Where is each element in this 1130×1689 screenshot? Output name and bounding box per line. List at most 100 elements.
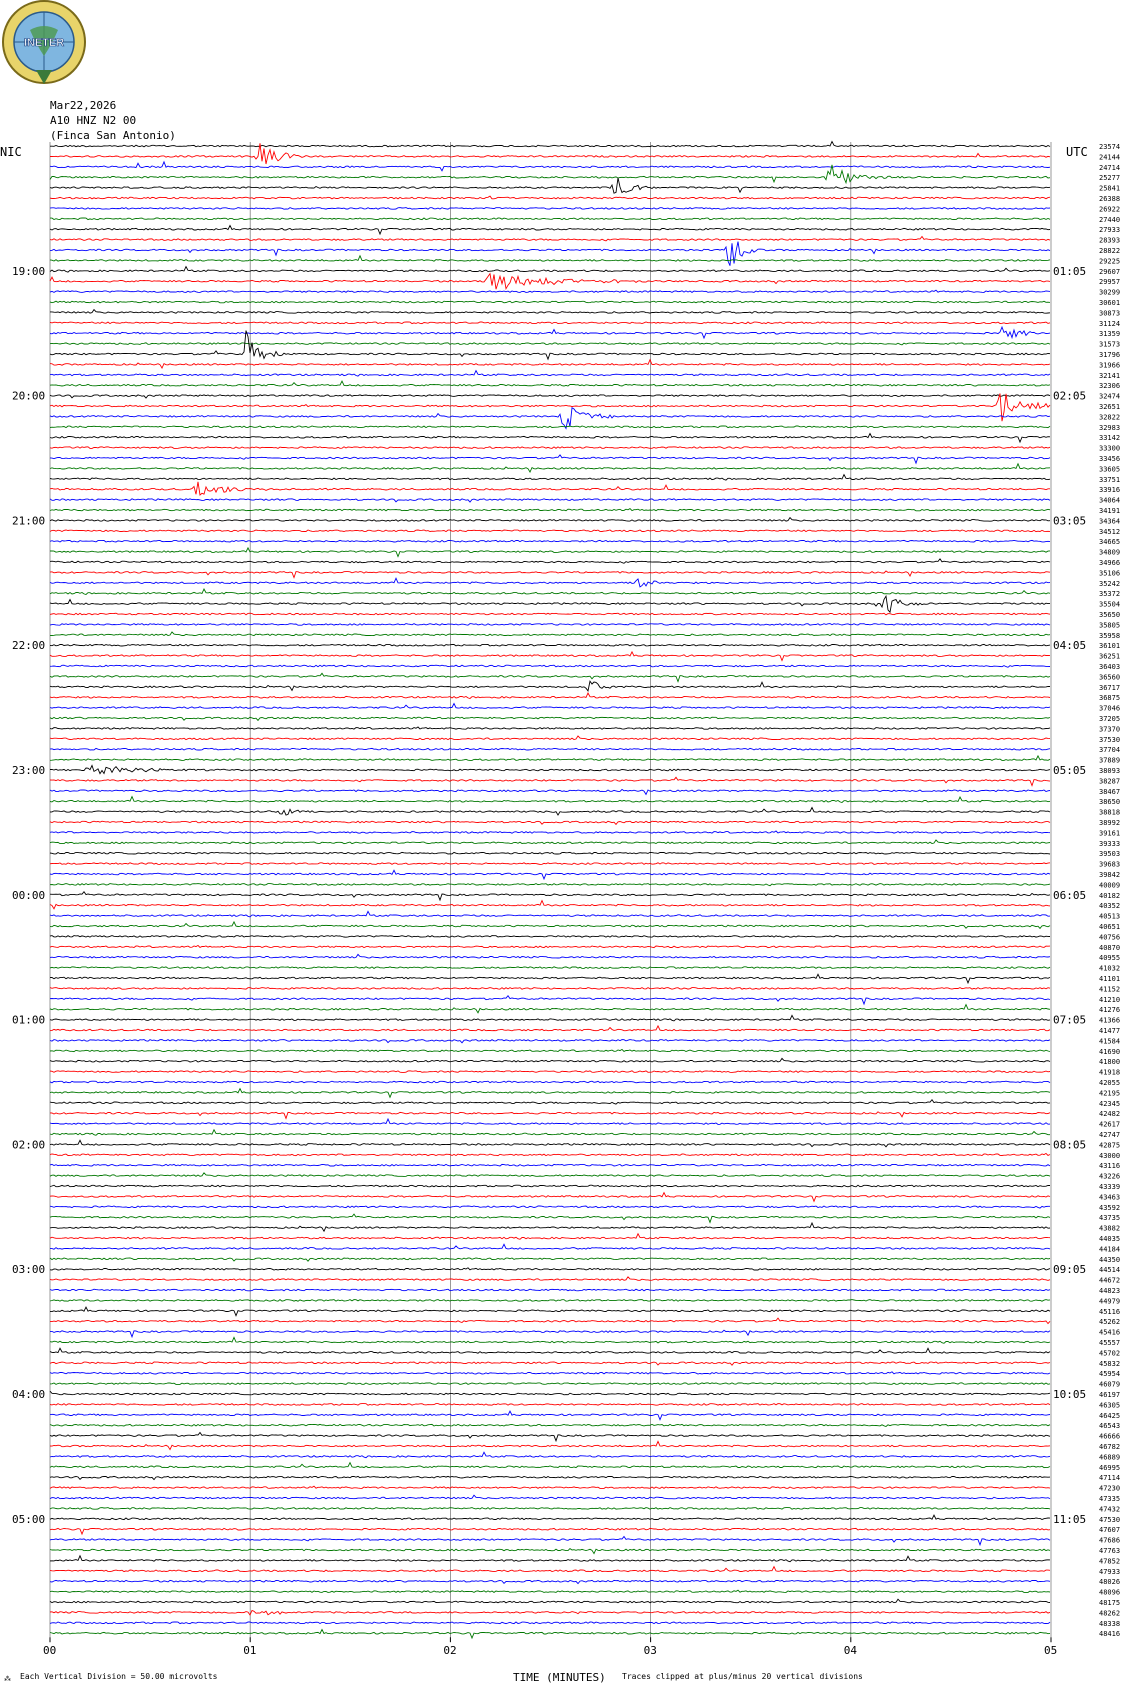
- trace-row: [49, 1184, 1050, 1188]
- trace-count-label: 33605: [1099, 465, 1120, 473]
- trace-count-label: 35504: [1099, 601, 1120, 609]
- trace-row: [49, 454, 1051, 465]
- trace-row: [50, 1306, 1051, 1317]
- trace-row: [49, 1172, 1051, 1177]
- trace-row: [49, 1579, 1051, 1585]
- footer-vertical-division: Each Vertical Division = 50.00 microvolt…: [20, 1672, 218, 1681]
- trace-row: [49, 235, 1051, 242]
- trace-row: [49, 1128, 1050, 1136]
- left-hour-label: 22:00: [12, 639, 45, 652]
- trace-row: [49, 1475, 1051, 1481]
- trace-count-label: 35805: [1099, 621, 1120, 629]
- trace-count-label: 35372: [1099, 590, 1120, 598]
- trace-row: [49, 1589, 1051, 1593]
- trace-row: [49, 1098, 1051, 1105]
- trace-row: [49, 890, 1051, 902]
- trace-count-label: 47852: [1099, 1557, 1120, 1565]
- trace-count-label: 38818: [1099, 809, 1120, 817]
- trace-row: [49, 1347, 1051, 1354]
- trace-count-label: 46305: [1099, 1401, 1120, 1409]
- trace-row: [49, 1257, 1051, 1262]
- trace-count-label: 39683: [1099, 861, 1120, 869]
- trace-row: [49, 393, 1051, 422]
- trace-count-label: 44672: [1099, 1277, 1120, 1285]
- trace-row: [49, 1080, 1051, 1084]
- trace-row: [50, 308, 1051, 314]
- trace-row: [49, 899, 1051, 910]
- trace-count-label: 37046: [1099, 705, 1120, 713]
- trace-row: [49, 462, 1051, 473]
- trace-count-label: 32651: [1099, 403, 1120, 411]
- trace-count-label: 47530: [1099, 1516, 1120, 1524]
- trace-row: [49, 1213, 1051, 1224]
- trace-row: [49, 498, 1051, 503]
- trace-row: [49, 1440, 1051, 1451]
- trace-row: [49, 594, 1051, 614]
- trace-row: [49, 1276, 1051, 1281]
- trace-row: [49, 394, 1051, 399]
- trace-row: [49, 300, 1051, 304]
- trace-count-label: 24714: [1099, 164, 1120, 172]
- trace-count-label: 32474: [1099, 393, 1120, 401]
- minute-gridlines: [49, 142, 1052, 1643]
- right-hour-label: 04:05: [1053, 639, 1086, 652]
- trace-row: [49, 1111, 1051, 1120]
- right-hour-label: 09:05: [1053, 1263, 1086, 1276]
- trace-row: [49, 1163, 1051, 1167]
- trace-count-label: 46079: [1099, 1381, 1120, 1389]
- left-hour-label: 02:00: [12, 1138, 45, 1151]
- trace-count-label: 41800: [1099, 1058, 1120, 1066]
- trace-count-label: 34064: [1099, 497, 1120, 505]
- trace-row: [49, 1621, 1051, 1625]
- trace-count-label: 29607: [1099, 268, 1120, 276]
- x-tick-label: 02: [443, 1644, 456, 1657]
- left-hour-label: 21:00: [12, 514, 45, 527]
- trace-count-label: 36403: [1099, 663, 1120, 671]
- trace-row: [49, 1087, 1051, 1099]
- trace-row: [49, 1628, 1051, 1640]
- trace-row: [49, 330, 1051, 361]
- trace-row: [49, 1205, 1050, 1209]
- trace-count-label: 40651: [1099, 923, 1120, 931]
- trace-count-label: 42195: [1099, 1089, 1120, 1097]
- left-hour-label: 23:00: [12, 764, 45, 777]
- trace-count-label: 40513: [1099, 913, 1120, 921]
- trace-row: [49, 702, 1051, 709]
- trace-row: [49, 1139, 1051, 1148]
- trace-row: [49, 1527, 1051, 1536]
- trace-row: [49, 1535, 1051, 1547]
- trace-count-label: 44035: [1099, 1235, 1120, 1243]
- trace-row: [49, 160, 1051, 172]
- trace-row: [49, 776, 1051, 787]
- trace-count-label: 46782: [1099, 1443, 1120, 1451]
- trace-count-label: 44514: [1099, 1266, 1120, 1274]
- right-timezone-label: UTC: [1066, 145, 1088, 159]
- trace-row: [49, 862, 1051, 865]
- trace-count-label: 32983: [1099, 424, 1120, 432]
- trace-count-label: 44350: [1099, 1256, 1120, 1264]
- trace-row: [49, 1382, 1051, 1385]
- trace-row: [49, 446, 1051, 449]
- trace-row: [49, 1485, 1051, 1489]
- trace-count-label: 35242: [1099, 580, 1120, 588]
- trace-row: [49, 1390, 1051, 1396]
- trace-count-label: 41366: [1099, 1017, 1120, 1025]
- trace-count-label: 44184: [1099, 1245, 1120, 1253]
- trace-row: [49, 1014, 1051, 1022]
- trace-row: [49, 1371, 1051, 1375]
- header-date: Mar22,2026: [50, 99, 117, 112]
- trace-count-label: 27440: [1099, 216, 1120, 224]
- trace-row: [49, 851, 1051, 855]
- trace-row: [49, 953, 1051, 959]
- trace-row: [49, 1565, 1051, 1573]
- trace-count-label: 41477: [1099, 1027, 1120, 1035]
- trace-row: [49, 1494, 1051, 1500]
- x-tick-label: 03: [644, 1644, 657, 1657]
- trace-count-label: 48338: [1099, 1620, 1120, 1628]
- trace-count-label: 33300: [1099, 445, 1120, 453]
- trace-row: [49, 623, 1051, 626]
- trace-row: [49, 224, 1051, 236]
- trace-count-label: 30299: [1099, 289, 1120, 297]
- trace-count-label: 32306: [1099, 382, 1120, 390]
- right-hour-label: 06:05: [1053, 889, 1086, 902]
